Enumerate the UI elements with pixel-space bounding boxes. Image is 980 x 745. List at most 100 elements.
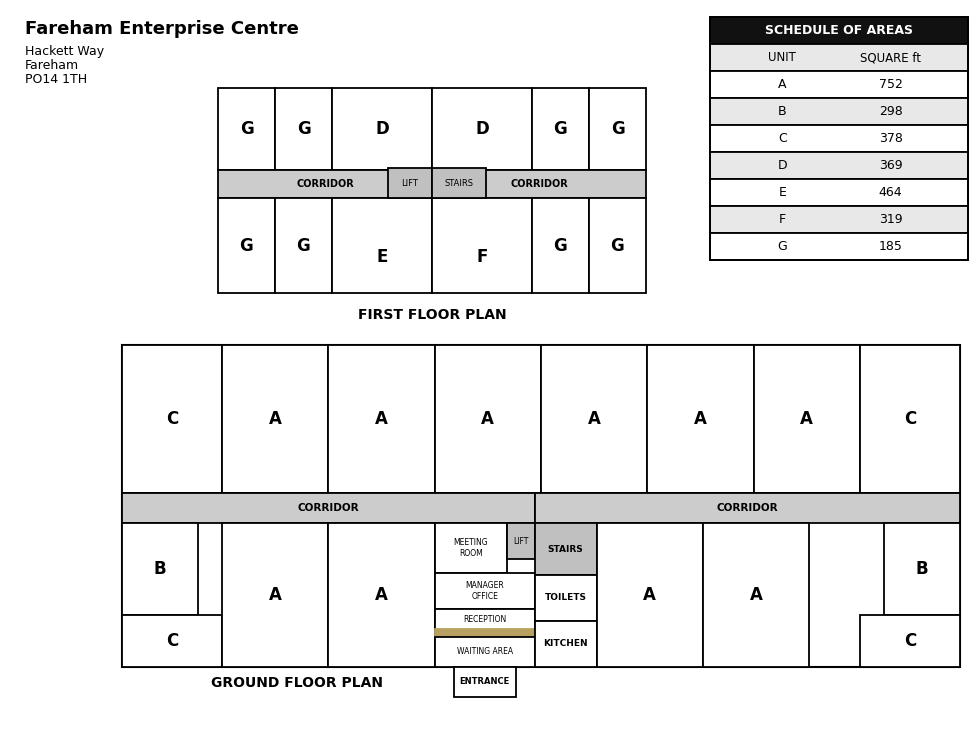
Text: B: B [154, 560, 167, 578]
Text: F: F [779, 213, 786, 226]
Text: CORRIDOR: CORRIDOR [716, 503, 778, 513]
Bar [589, 198, 646, 293]
Text: LIFT: LIFT [402, 179, 418, 188]
Bar [507, 523, 535, 559]
Text: Fareham: Fareham [25, 59, 79, 72]
Text: CORRIDOR: CORRIDOR [511, 179, 567, 189]
Text: STAIRS: STAIRS [548, 545, 583, 554]
Text: 319: 319 [879, 213, 903, 226]
Text: MANAGER
OFFICE: MANAGER OFFICE [466, 581, 504, 600]
Text: A: A [481, 410, 494, 428]
Text: G: G [240, 120, 254, 138]
Text: C: C [904, 632, 916, 650]
Bar [218, 198, 275, 293]
Bar [275, 88, 332, 170]
Bar [710, 206, 968, 233]
Text: A: A [269, 410, 281, 428]
Bar [432, 88, 532, 170]
Bar [710, 152, 968, 179]
Text: LIFT: LIFT [513, 536, 528, 545]
Bar [435, 523, 507, 573]
Text: WAITING AREA: WAITING AREA [457, 647, 513, 656]
Bar [435, 609, 535, 637]
Bar [435, 573, 535, 609]
Bar [122, 345, 960, 667]
Bar [435, 637, 535, 667]
Bar [332, 198, 432, 293]
Bar [454, 667, 515, 697]
Text: FIRST FLOOR PLAN: FIRST FLOOR PLAN [358, 308, 507, 322]
Text: B: B [915, 560, 928, 578]
Text: SCHEDULE OF AREAS: SCHEDULE OF AREAS [765, 24, 913, 37]
Bar [328, 523, 435, 667]
Text: G: G [239, 236, 253, 255]
Text: 185: 185 [879, 240, 903, 253]
Bar [648, 345, 754, 493]
Text: B: B [778, 105, 787, 118]
Bar [222, 523, 328, 667]
Text: G: G [611, 120, 624, 138]
Text: 378: 378 [879, 132, 903, 145]
Bar [388, 168, 432, 198]
Text: RECEPTION: RECEPTION [463, 615, 507, 624]
Bar [435, 345, 541, 493]
Bar [710, 233, 968, 260]
Bar [532, 88, 589, 170]
Text: 464: 464 [879, 186, 903, 199]
Bar [860, 345, 960, 493]
Bar [535, 523, 597, 575]
Text: 752: 752 [879, 78, 903, 91]
Bar [710, 179, 968, 206]
Text: D: D [375, 120, 389, 138]
Text: D: D [777, 159, 787, 172]
Text: C: C [166, 632, 178, 650]
Text: Fareham Enterprise Centre: Fareham Enterprise Centre [25, 20, 299, 38]
Text: A: A [644, 586, 657, 604]
Bar [122, 523, 198, 615]
Bar [218, 88, 275, 170]
Bar [535, 493, 960, 523]
Text: A: A [588, 410, 601, 428]
Bar [532, 198, 589, 293]
Bar [860, 615, 960, 667]
Text: KITCHEN: KITCHEN [543, 639, 588, 648]
Text: A: A [778, 78, 787, 91]
Text: GROUND FLOOR PLAN: GROUND FLOOR PLAN [211, 676, 383, 690]
Text: ENTRANCE: ENTRANCE [460, 677, 510, 686]
Bar [435, 629, 535, 637]
Bar [218, 170, 432, 198]
Text: UNIT: UNIT [768, 51, 796, 64]
Text: G: G [777, 240, 787, 253]
Text: G: G [297, 120, 311, 138]
Bar [884, 523, 960, 615]
Bar [754, 345, 860, 493]
Text: E: E [778, 186, 786, 199]
Bar [275, 198, 332, 293]
Text: A: A [375, 410, 388, 428]
Text: CORRIDOR: CORRIDOR [296, 179, 354, 189]
Text: D: D [475, 120, 489, 138]
Bar [328, 345, 435, 493]
Bar [710, 17, 968, 260]
Bar [122, 345, 222, 493]
Text: G: G [296, 236, 310, 255]
Text: A: A [375, 586, 388, 604]
Bar [541, 345, 648, 493]
Text: G: G [554, 120, 567, 138]
Text: PO14 1TH: PO14 1TH [25, 73, 87, 86]
Bar [122, 493, 535, 523]
Bar [432, 198, 532, 293]
Text: A: A [750, 586, 762, 604]
Bar [710, 71, 968, 98]
Bar [589, 88, 646, 170]
Text: C: C [904, 410, 916, 428]
Bar [122, 615, 222, 667]
Bar [535, 621, 597, 667]
Text: G: G [553, 236, 566, 255]
Bar [703, 523, 809, 667]
Text: CORRIDOR: CORRIDOR [298, 503, 359, 513]
Text: C: C [778, 132, 787, 145]
Bar [710, 17, 968, 44]
Text: C: C [166, 410, 178, 428]
Text: 369: 369 [879, 159, 903, 172]
